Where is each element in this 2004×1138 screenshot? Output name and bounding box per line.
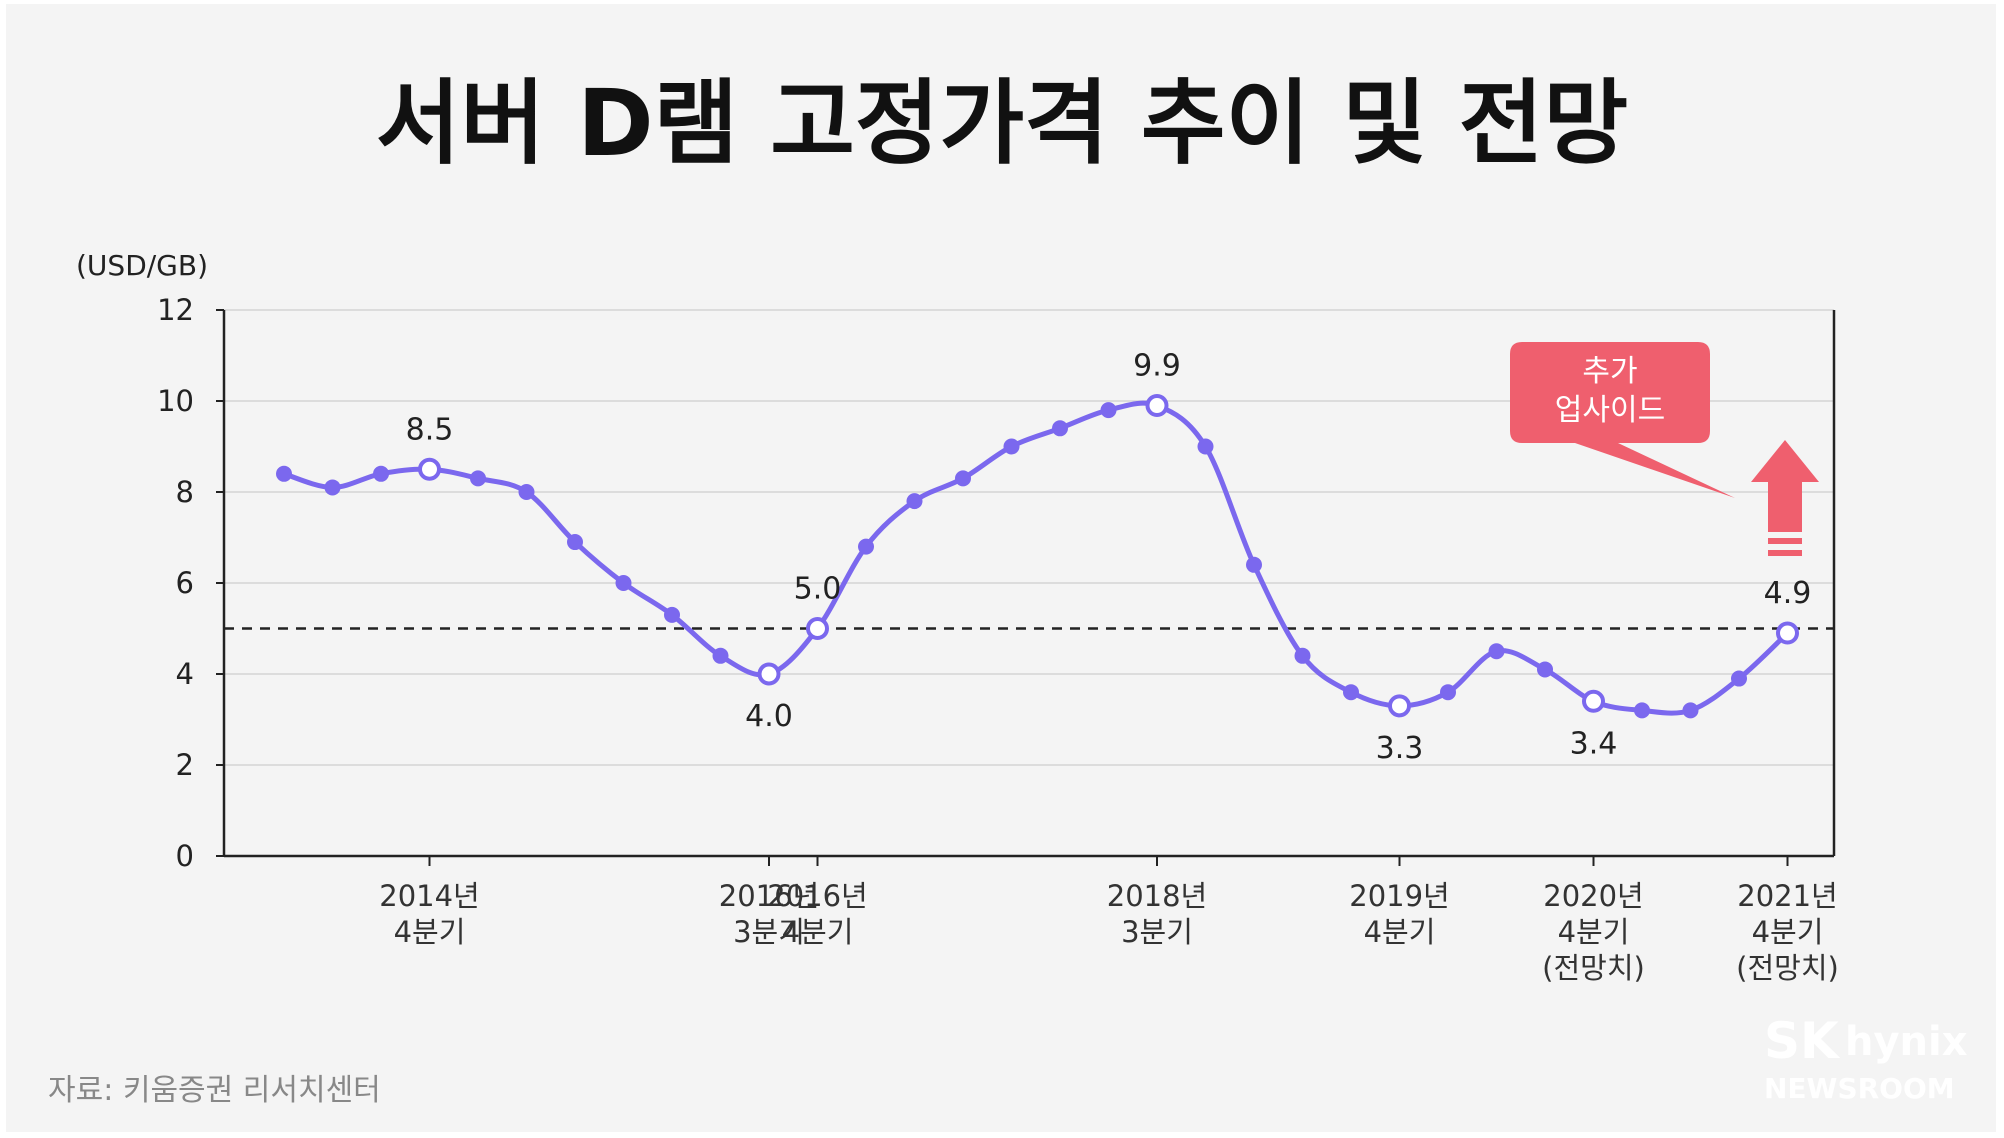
data-point: [1634, 702, 1650, 719]
x-tick-label: 2021년: [1737, 879, 1837, 913]
callout-bubble: [1510, 342, 1735, 498]
y-tick-label: 4: [176, 657, 194, 691]
data-labels: 8.5 4.0 5.0 9.9 3.3 3.4 4.9: [406, 349, 1812, 766]
data-point: [1197, 438, 1214, 455]
x-tick-label: 2016년: [719, 879, 819, 913]
y-tick-label: 2: [176, 748, 194, 782]
logo-newsroom: NEWSROOM: [1764, 1072, 1955, 1105]
data-point: [858, 538, 874, 555]
data-label: 5.0: [794, 572, 842, 607]
highlight-point: [1388, 694, 1411, 718]
y-tick-label: 10: [157, 384, 194, 418]
data-point: [567, 534, 583, 551]
highlight-point: [1776, 621, 1799, 645]
up-arrow-icon: [1751, 440, 1819, 556]
data-label: 9.9: [1133, 349, 1181, 384]
data-point: [1731, 670, 1747, 687]
x-tick-label: (전망치): [1542, 951, 1645, 985]
data-points: [276, 394, 1799, 719]
data-point: [1100, 402, 1117, 419]
sk-hynix-newsroom-logo: SK hynix NEWSROOM: [1764, 1012, 1968, 1105]
highlight-point: [418, 457, 441, 481]
logo-sk: SK: [1764, 1012, 1841, 1070]
x-tick-label: 4분기: [394, 915, 466, 949]
data-point: [1682, 702, 1699, 719]
x-tick-label: 3분기: [733, 915, 805, 949]
highlight-point: [1582, 689, 1605, 713]
x-tick-label: 2019년: [1349, 879, 1449, 913]
data-point: [470, 470, 486, 487]
data-point: [1294, 647, 1311, 664]
data-label: 4.0: [745, 699, 793, 734]
data-point: [276, 465, 292, 482]
x-tick-label: 4분기: [1752, 915, 1824, 949]
chart-title: 서버 D램 고정가격 추이 및 전망: [376, 70, 1628, 177]
data-point: [955, 470, 971, 487]
upside-callout: 추가 업사이드: [1510, 342, 1735, 498]
logo-hynix: hynix: [1845, 1019, 1968, 1065]
series-path: [283, 400, 1790, 716]
data-label: 8.5: [406, 412, 454, 447]
data-point: [1537, 661, 1553, 678]
data-point: [1488, 643, 1505, 660]
y-axis-unit: (USD/GB): [76, 249, 208, 282]
data-point: [1246, 556, 1262, 573]
source-note: 자료: 키움증권 리서치센터: [48, 1073, 381, 1108]
data-point: [1052, 420, 1068, 437]
x-tick-label: 2020년: [1543, 879, 1643, 913]
grid-lines: [224, 309, 1834, 766]
data-point: [518, 484, 535, 500]
x-tick-label: 4분기: [782, 915, 854, 949]
data-point: [324, 479, 341, 496]
data-point: [1343, 684, 1359, 701]
data-point: [373, 465, 389, 482]
x-tick-label: 2014년: [379, 879, 479, 913]
x-tick-label: 2018년: [1107, 879, 1207, 913]
data-label: 4.9: [1764, 576, 1812, 611]
data-point: [615, 575, 632, 591]
highlight-point: [806, 617, 829, 640]
highlight-point: [1145, 394, 1169, 418]
y-tick-label: 0: [176, 839, 194, 873]
data-point: [712, 647, 729, 664]
y-axis-ticks: 0 2 4 6 8 10 12: [157, 293, 224, 873]
data-label: 3.3: [1376, 731, 1424, 766]
x-tick-label: (전망치): [1736, 951, 1839, 985]
y-tick-label: 6: [176, 566, 194, 600]
y-tick-label: 12: [157, 293, 194, 327]
x-tick-label: 4분기: [1558, 915, 1630, 949]
x-axis-labels: 2014년4분기2016년3분기2016년4분기2018년3분기2019년4분기…: [379, 856, 1839, 985]
chart-card: [6, 4, 1996, 1132]
data-label: 3.4: [1570, 726, 1618, 761]
callout-line-2: 업사이드: [1555, 393, 1665, 428]
y-tick-label: 8: [176, 475, 194, 509]
data-point: [664, 606, 680, 623]
data-point: [1003, 438, 1020, 455]
callout-line-1: 추가: [1582, 354, 1637, 389]
highlight-point: [757, 662, 781, 686]
x-tick-label: 3분기: [1121, 915, 1193, 949]
data-point: [1440, 684, 1456, 701]
series-line: [283, 400, 1790, 716]
data-point: [906, 493, 923, 510]
x-tick-label: 4분기: [1364, 915, 1436, 949]
x-tick-label: 2016년: [767, 879, 867, 913]
